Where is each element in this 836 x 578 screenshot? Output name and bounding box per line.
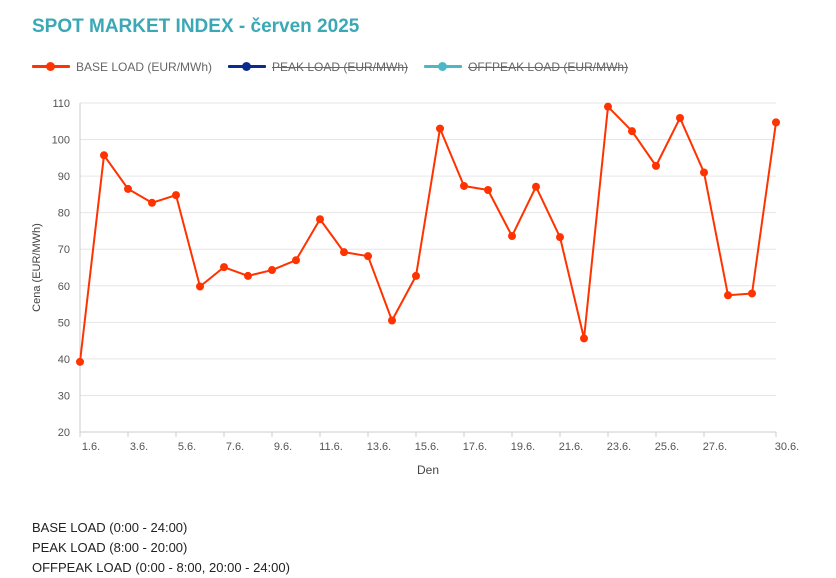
x-tick-label: 13.6.: [367, 441, 391, 453]
x-tick-label: 5.6.: [178, 441, 196, 453]
data-point: [484, 186, 492, 195]
x-tick-label: 19.6.: [511, 441, 535, 453]
y-tick-label: 90: [58, 171, 70, 183]
data-point: [436, 124, 444, 133]
load-definitions: BASE LOAD (0:00 - 24:00) PEAK LOAD (8:00…: [32, 518, 290, 578]
data-point: [412, 271, 420, 280]
x-tick-label: 7.6.: [226, 441, 244, 453]
data-point: [172, 191, 180, 200]
line-chart: 20 30 40 50 60 70 80 90 100 110 1.6. 3.6. 5.6. 7.6. 9.…: [31, 98, 799, 477]
x-tick-label: 11.6.: [319, 441, 343, 453]
chart-title: SPOT MARKET INDEX - červen 2025: [32, 16, 360, 37]
x-tick-label: 21.6.: [559, 441, 583, 453]
y-tick-label: 80: [58, 208, 70, 220]
x-tick-label: 15.6.: [415, 441, 439, 453]
legend-label-offpeak-load: OFFPEAK LOAD (EUR/MWh): [468, 60, 629, 74]
data-point: [388, 316, 396, 325]
data-point: [100, 151, 108, 160]
chart-legend: BASE LOAD (EUR/MWh) PEAK LOAD (EUR/MWh) …: [32, 58, 644, 76]
x-tick-label: 9.6.: [274, 441, 292, 453]
y-tick-label: 40: [58, 354, 70, 366]
y-tick-label: 30: [58, 390, 70, 402]
data-point: [364, 252, 372, 261]
legend-swatch-offpeak-load: [424, 62, 463, 72]
legend-label-base-load: BASE LOAD (EUR/MWh): [76, 60, 213, 74]
data-point: [556, 233, 564, 242]
x-tick-label: 1.6.: [82, 441, 100, 453]
y-tick-label: 20: [58, 427, 70, 439]
data-point: [292, 256, 300, 265]
x-axis-title: Den: [417, 463, 439, 477]
legend-swatch-peak-load: [228, 62, 267, 72]
data-point: [532, 182, 540, 191]
data-point: [676, 113, 684, 122]
data-point: [220, 263, 228, 272]
data-point: [268, 266, 276, 275]
data-point: [748, 289, 756, 298]
data-point: [460, 181, 468, 190]
data-point: [148, 198, 156, 207]
y-tick-label: 50: [58, 317, 70, 329]
legend-item-peak-load[interactable]: PEAK LOAD (EUR/MWh): [228, 60, 408, 74]
y-tick-label: 110: [52, 98, 70, 110]
data-point: [316, 215, 324, 224]
y-axis-title: Cena (EUR/MWh): [31, 223, 43, 312]
data-point: [772, 118, 780, 127]
x-tick-label: 23.6.: [607, 441, 631, 453]
series-line-base-load: [79, 105, 777, 362]
legend-label-peak-load: PEAK LOAD (EUR/MWh): [272, 60, 409, 74]
x-tick-label: 3.6.: [130, 441, 148, 453]
legend-swatch-base-load: [32, 62, 70, 72]
x-tick-label: 25.6.: [655, 441, 679, 453]
data-point: [340, 248, 348, 257]
y-tick-label: 60: [58, 281, 70, 293]
data-point: [508, 232, 516, 241]
legend-item-offpeak-load[interactable]: OFFPEAK LOAD (EUR/MWh): [424, 60, 628, 74]
data-point: [604, 102, 612, 111]
data-point: [700, 168, 708, 177]
data-point: [580, 334, 588, 343]
x-tick-label: 17.6.: [463, 441, 487, 453]
note-offpeak-load: OFFPEAK LOAD (0:00 - 8:00, 20:00 - 24:00…: [32, 560, 290, 575]
legend-item-base-load[interactable]: BASE LOAD (EUR/MWh): [32, 60, 212, 74]
note-base-load: BASE LOAD (0:00 - 24:00): [32, 520, 188, 535]
data-point: [244, 271, 252, 280]
data-point: [652, 161, 660, 170]
x-tick-label: 27.6.: [703, 441, 727, 453]
data-point: [76, 357, 84, 366]
y-tick-label: 70: [58, 244, 70, 256]
y-tick-label: 100: [52, 135, 70, 147]
data-point: [124, 184, 132, 193]
data-point: [196, 282, 204, 291]
note-peak-load: PEAK LOAD (8:00 - 20:00): [32, 540, 188, 555]
data-point: [724, 291, 732, 300]
data-point: [628, 127, 636, 136]
x-tick-label: 30.6.: [775, 441, 799, 453]
